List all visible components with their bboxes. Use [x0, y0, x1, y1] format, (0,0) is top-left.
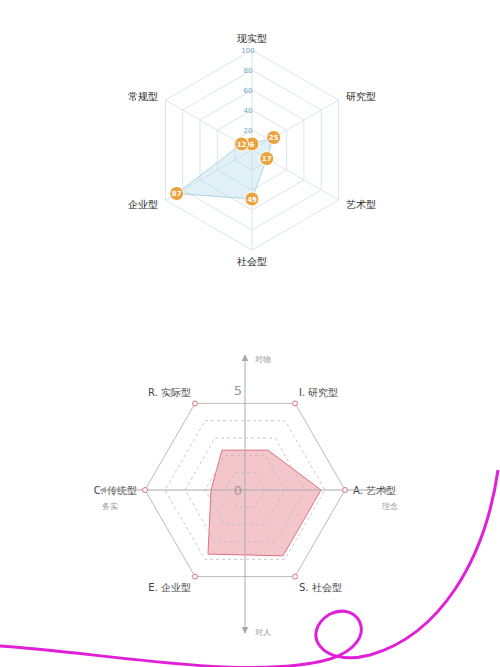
svg-text:0: 0: [234, 483, 242, 498]
svg-text:现实型: 现实型: [237, 33, 267, 44]
svg-text:100: 100: [241, 47, 254, 55]
svg-text:理念: 理念: [382, 502, 398, 511]
svg-text:80: 80: [244, 67, 253, 75]
svg-text:常规型: 常规型: [128, 91, 158, 102]
svg-text:20: 20: [244, 127, 253, 135]
svg-text:对人: 对人: [255, 628, 271, 637]
svg-text:E. 企业型: E. 企业型: [148, 582, 191, 593]
svg-text:社会型: 社会型: [237, 256, 267, 267]
svg-text:对物: 对物: [255, 355, 271, 364]
svg-text:艺术型: 艺术型: [346, 199, 376, 210]
svg-text:S. 社会型: S. 社会型: [299, 582, 342, 593]
svg-text:I. 研究型: I. 研究型: [299, 387, 338, 398]
svg-text:6: 6: [250, 141, 255, 149]
svg-text:C. 传统型: C. 传统型: [94, 485, 137, 496]
svg-text:25: 25: [269, 134, 279, 142]
svg-text:5: 5: [234, 383, 242, 398]
svg-text:A. 艺术型: A. 艺术型: [353, 485, 396, 496]
svg-text:49: 49: [247, 196, 257, 204]
svg-text:研究型: 研究型: [346, 91, 376, 102]
svg-text:40: 40: [244, 107, 253, 115]
svg-text:务实: 务实: [102, 502, 118, 511]
svg-text:87: 87: [172, 190, 182, 198]
svg-text:60: 60: [244, 87, 253, 95]
svg-text:R. 实际型: R. 实际型: [148, 387, 191, 398]
svg-text:12: 12: [237, 141, 247, 149]
svg-text:17: 17: [262, 155, 272, 163]
svg-text:企业型: 企业型: [128, 199, 158, 210]
